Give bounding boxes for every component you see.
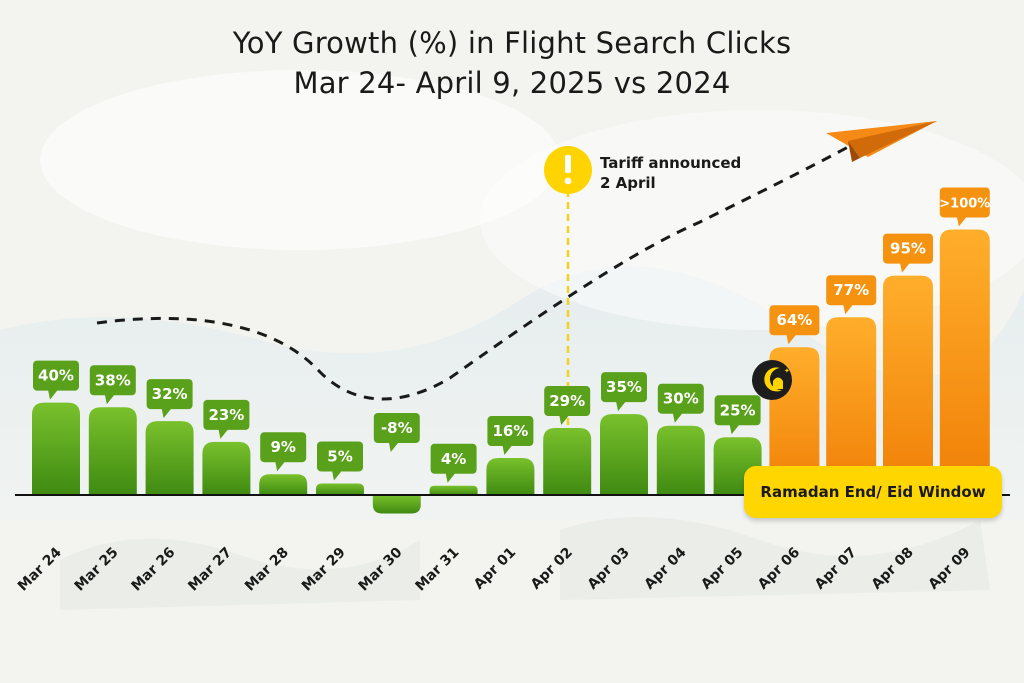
paper-plane-icon [826,121,937,162]
svg-text:4%: 4% [441,450,466,468]
svg-text:77%: 77% [833,281,869,299]
data-label-apr-08: 95% [883,233,933,273]
svg-text:64%: 64% [776,311,812,329]
svg-text:16%: 16% [492,422,528,440]
warning-icon [544,146,592,194]
bar-apr-09 [939,229,990,496]
bar-apr-01 [486,458,535,495]
data-label-apr-09: >100% [939,187,990,227]
data-label-mar-24: 40% [33,360,79,400]
data-label-mar-28: 9% [260,432,307,472]
svg-text:✦: ✦ [784,367,790,375]
bar-mar-24 [32,402,80,495]
eid-window-label: Ramadan End/ Eid Window [744,466,1002,518]
svg-text:29%: 29% [549,392,585,410]
chart-title: YoY Growth (%) in Flight Search Clicks [232,26,792,60]
bar-apr-07 [826,317,877,495]
svg-text:40%: 40% [38,367,74,385]
data-label-apr-05: 25% [714,395,761,435]
data-label-mar-29: 5% [317,441,363,481]
chart-subtitle: Mar 24- April 9, 2025 vs 2024 [293,66,731,100]
svg-text:30%: 30% [663,390,699,408]
bar-mar-31 [429,485,478,495]
svg-text:35%: 35% [606,378,642,396]
data-label-mar-30: -8% [373,413,420,452]
svg-text:>100%: >100% [939,196,990,211]
tariff-annotation-line2: 2 April [600,174,656,192]
svg-text:9%: 9% [270,438,295,456]
bar-apr-04 [656,425,705,495]
svg-text:25%: 25% [720,401,756,419]
svg-text:95%: 95% [890,240,926,258]
bar-mar-26 [145,421,194,495]
data-label-mar-31: 4% [430,443,477,483]
data-label-apr-03: 35% [601,372,647,412]
bar-mar-25 [88,407,137,495]
data-label-mar-27: 23% [203,399,250,439]
trend-arrow-line [96,144,851,401]
bar-apr-08 [883,275,933,495]
data-label-apr-06: 64% [769,305,820,345]
data-label-mar-26: 32% [146,379,193,419]
bar-apr-02 [543,428,592,495]
tariff-annotation: Tariff announced 2 April [600,153,741,193]
bar-apr-03 [600,414,648,495]
data-label-apr-04: 30% [657,383,704,423]
svg-text:38%: 38% [95,371,131,389]
bar-mar-30 [372,495,421,514]
data-label-apr-02: 29% [544,386,591,426]
bar-mar-27 [202,441,251,495]
svg-text:32%: 32% [152,385,188,403]
mosque-moon-icon: ✦ [752,360,792,400]
data-label-apr-01: 16% [487,416,534,456]
bar-mar-28 [259,474,308,495]
data-label-apr-07: 77% [826,275,877,315]
data-label-mar-25: 38% [89,365,136,405]
svg-text:23%: 23% [208,406,244,424]
svg-text:-8%: -8% [381,419,413,437]
tariff-annotation-line1: Tariff announced [600,154,742,172]
svg-text:5%: 5% [327,447,352,465]
bar-mar-29 [316,483,364,495]
